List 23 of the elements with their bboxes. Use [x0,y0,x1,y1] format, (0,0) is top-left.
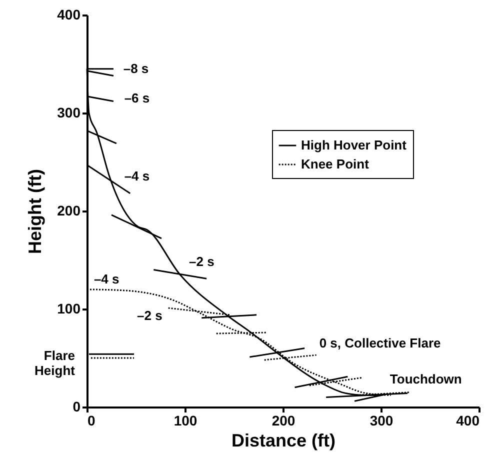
y-tick-label: 400 [57,6,81,22]
y-tick-label: 0 [72,398,81,414]
annotation: Touchdown [390,372,462,387]
y-tick-label: 100 [57,300,81,316]
annotation: –8 s [123,60,149,76]
x-tick-label: 300 [370,412,394,428]
annotation: –2 s [137,308,162,323]
legend-label: High Hover Point [301,138,408,152]
legend-label: Knee Point [301,156,370,172]
x-tick-label: 400 [456,412,480,428]
annotation: –4 s [124,168,150,184]
annotation: 0 s, Collective Flare [319,335,441,350]
annotation: –6 s [124,90,150,106]
x-axis-title: Distance (ft) [231,430,336,450]
y-axis-title: Height (ft) [25,169,46,254]
y-tick-label: 300 [57,104,81,120]
text: Flare Height [34,348,76,378]
annotation: –2 s [189,254,214,269]
y-tick-label: 200 [57,202,81,218]
x-tick-label: 200 [272,412,296,428]
x-tick-label: 100 [174,412,198,428]
annotation: –4 s [94,272,120,287]
x-tick-label: 0 [88,412,96,428]
